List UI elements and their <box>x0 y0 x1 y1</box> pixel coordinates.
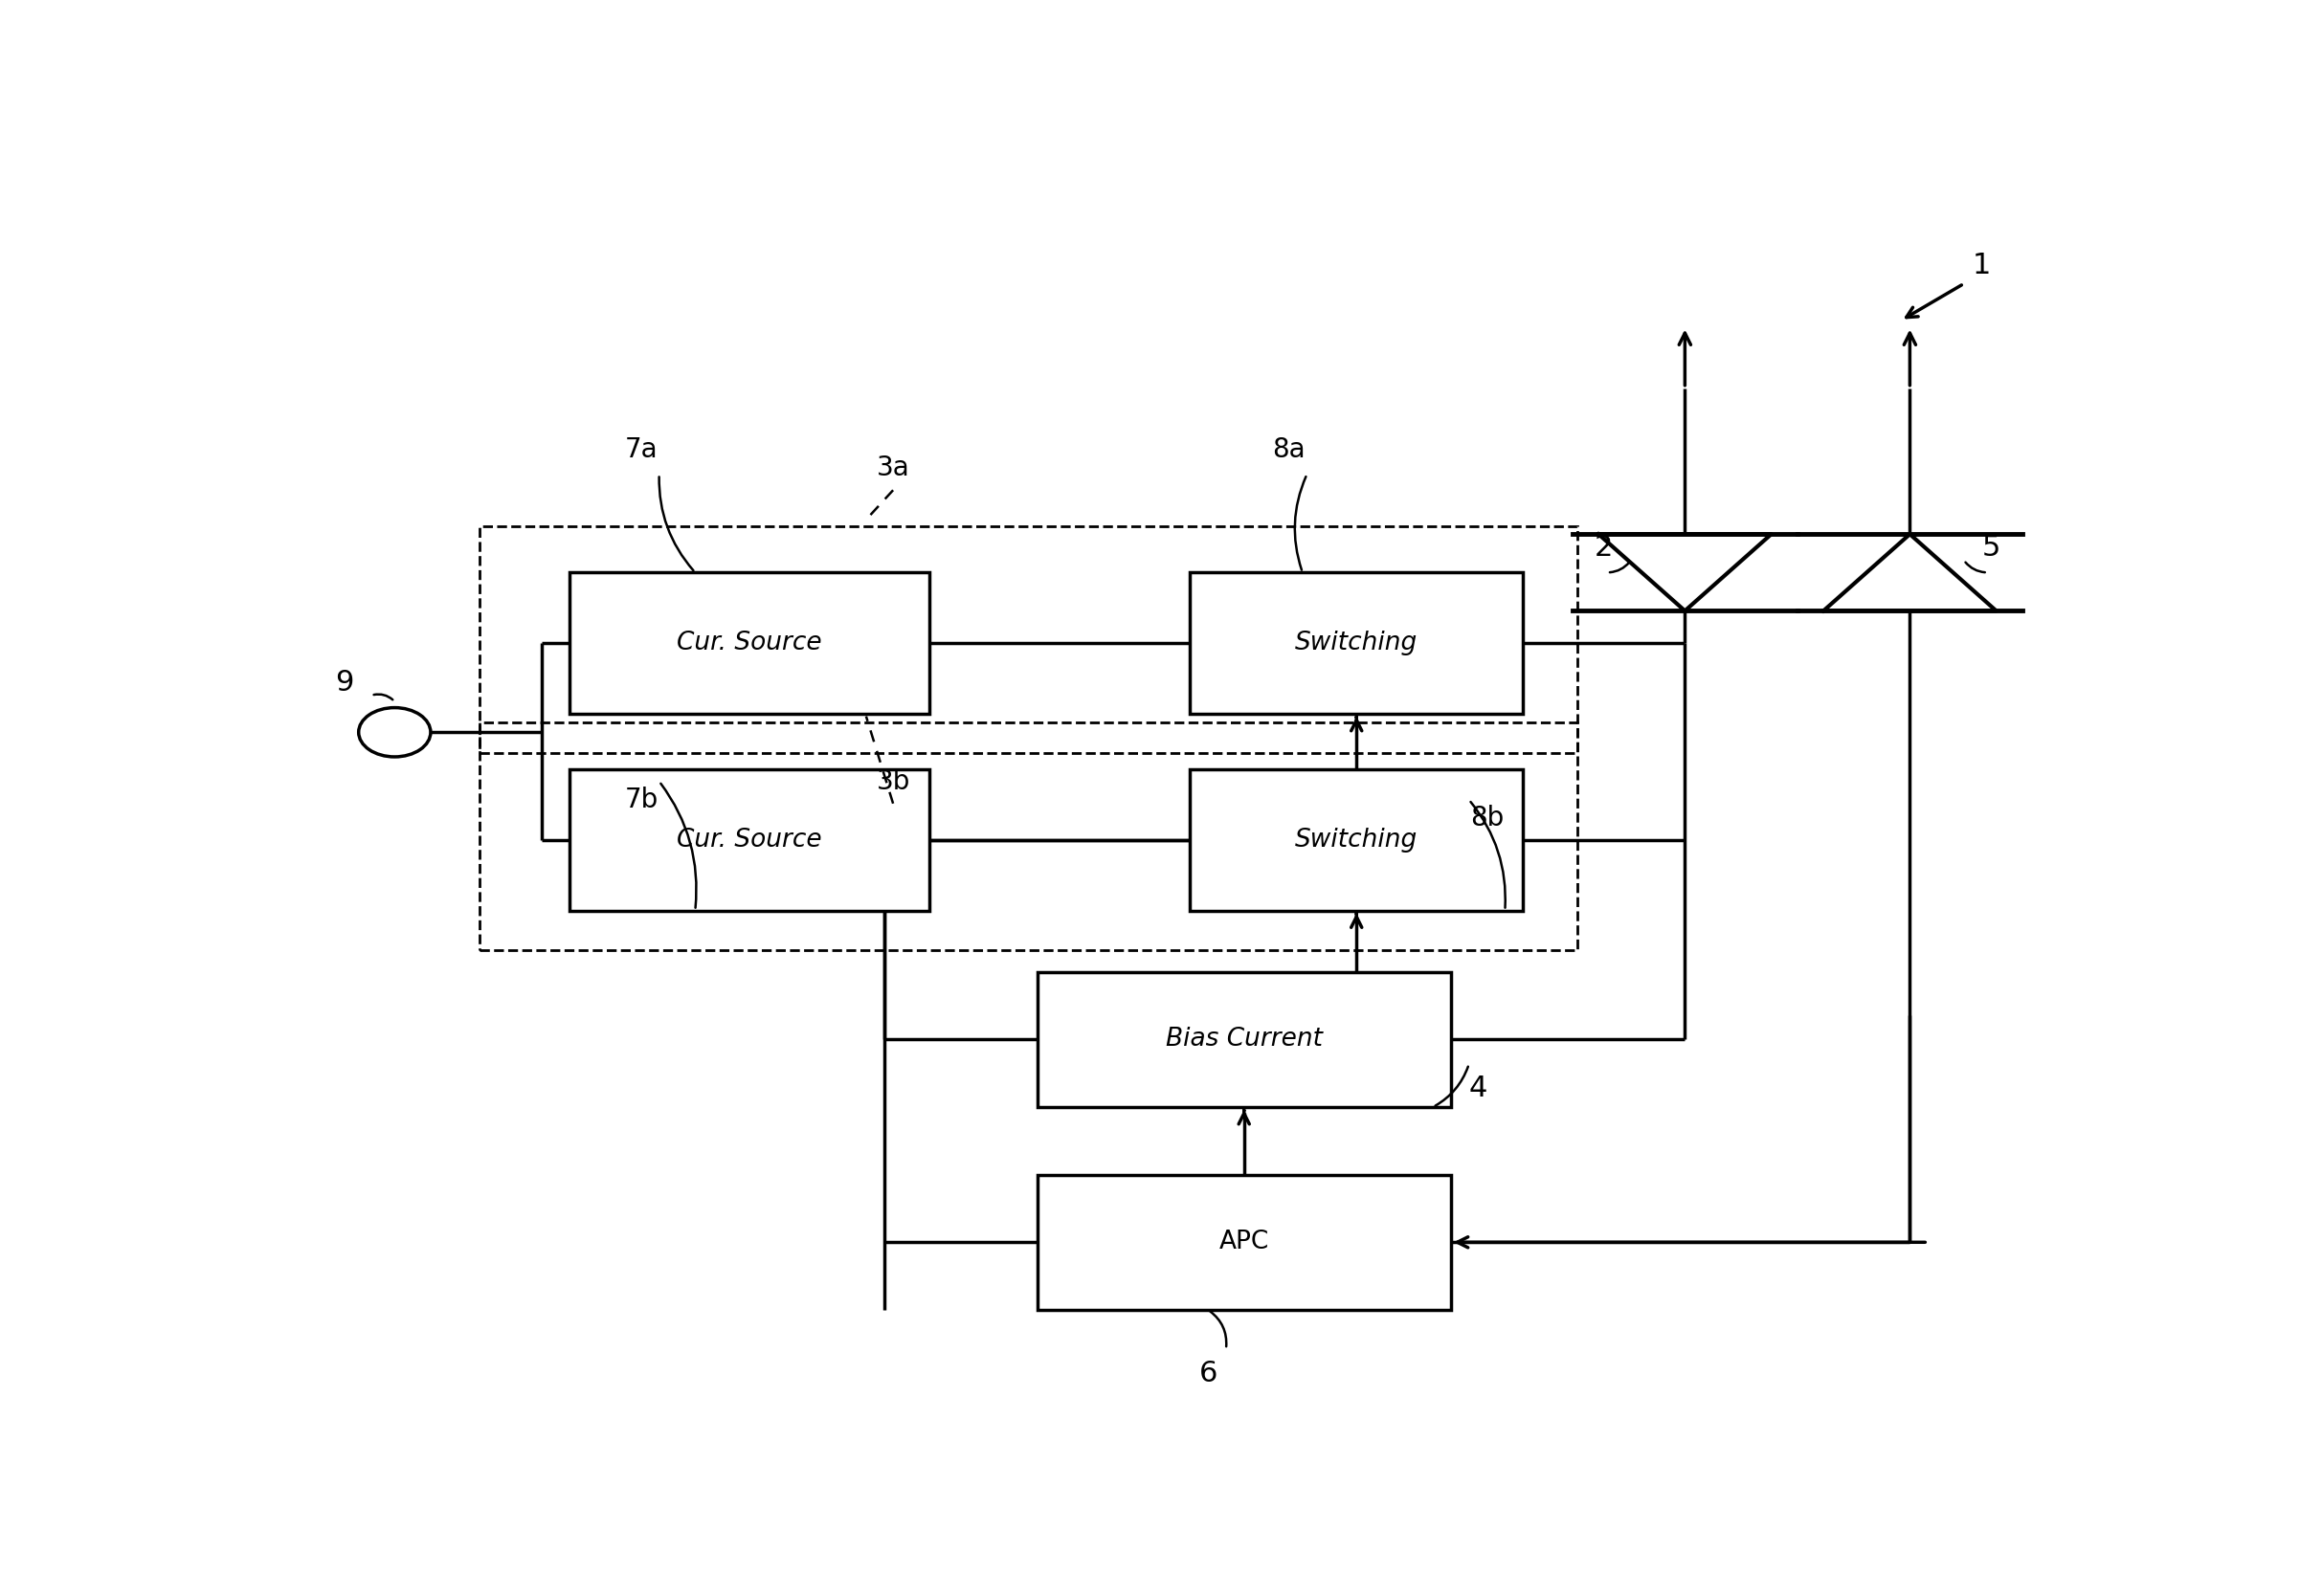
Text: 7b: 7b <box>625 787 657 814</box>
FancyBboxPatch shape <box>1038 1175 1451 1310</box>
FancyBboxPatch shape <box>569 769 929 910</box>
Text: 8b: 8b <box>1470 804 1505 832</box>
Polygon shape <box>1823 535 1997 611</box>
Text: Cur. Source: Cur. Source <box>676 827 822 852</box>
Text: 6: 6 <box>1198 1360 1217 1387</box>
Polygon shape <box>1598 535 1772 611</box>
Text: 5: 5 <box>1981 535 1999 562</box>
Text: Cur. Source: Cur. Source <box>676 630 822 656</box>
Text: 3b: 3b <box>875 768 910 795</box>
Text: 1: 1 <box>1974 252 1990 279</box>
Text: 7a: 7a <box>625 436 657 463</box>
FancyBboxPatch shape <box>1191 769 1523 910</box>
FancyBboxPatch shape <box>569 573 929 713</box>
FancyBboxPatch shape <box>1038 972 1451 1108</box>
Text: Bias Current: Bias Current <box>1166 1028 1324 1052</box>
Text: 4: 4 <box>1470 1074 1486 1103</box>
Text: Switching: Switching <box>1296 630 1419 656</box>
Text: 3a: 3a <box>875 455 910 482</box>
FancyBboxPatch shape <box>1191 573 1523 713</box>
Text: 8a: 8a <box>1272 436 1305 463</box>
Text: 9: 9 <box>334 669 353 697</box>
Text: 2: 2 <box>1595 535 1614 562</box>
Text: Switching: Switching <box>1296 827 1419 852</box>
Text: APC: APC <box>1219 1231 1270 1254</box>
Circle shape <box>358 707 430 757</box>
